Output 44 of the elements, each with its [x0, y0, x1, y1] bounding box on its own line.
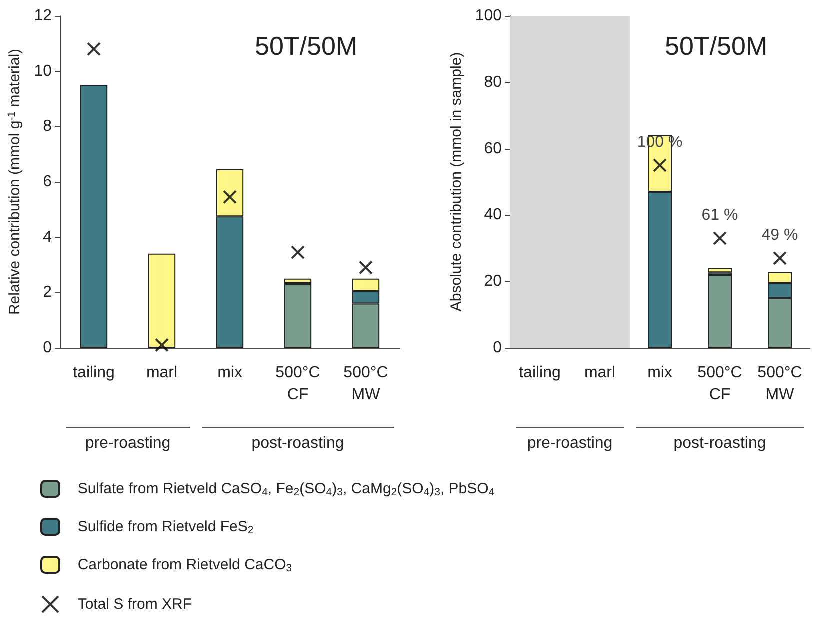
x-tick-label: 500°C MW [344, 364, 388, 404]
text: post-roasting [672, 435, 768, 453]
bar [80, 85, 108, 348]
x-tick-label: 500°C CF [276, 364, 320, 404]
text: pre-roasting [84, 435, 172, 453]
y-tick-label: 100 [475, 8, 502, 24]
point [713, 231, 727, 246]
y-tick-label: 8 [43, 118, 52, 136]
point [359, 260, 373, 275]
text: 50T/50M [665, 31, 768, 61]
x-tick-label: mix [218, 364, 242, 382]
y-tick-label: 20 [484, 273, 502, 290]
x-tick-label: marl [584, 364, 616, 382]
x-tick-label: 500°C CF [698, 364, 742, 404]
y-tick-label: 40 [484, 206, 502, 224]
annotation: 61 % [702, 206, 738, 224]
x-tick-label: mix [648, 364, 672, 382]
y-tick-label: 4 [43, 228, 52, 246]
point [773, 251, 787, 266]
bar [708, 274, 732, 348]
legend-label: Total S from XRF [78, 596, 192, 613]
point [155, 338, 169, 352]
y-axis-title: Relative contribution (mmol g-1 material) [6, 48, 24, 316]
x-tick-label: tailing [73, 364, 115, 382]
y-tick-label: 80 [484, 74, 502, 91]
text: pre-roasting [526, 435, 614, 453]
y-tick-label: 6 [43, 174, 52, 190]
y-tick-label: 0 [493, 340, 502, 356]
y-tick-label: 0 [43, 340, 52, 356]
x-tick-label: marl [146, 364, 178, 382]
y-tick-label: 10 [34, 62, 52, 80]
x-tick-label: 500°C MW [758, 364, 802, 404]
y-axis-title: Absolute contribution (mmol in sample) [448, 52, 465, 312]
point [291, 246, 305, 260]
y-tick-label: 60 [484, 140, 502, 158]
point [87, 42, 101, 56]
text: 50T/50M [255, 31, 358, 61]
annotation: 49 % [762, 226, 798, 244]
y-tick-label: 12 [34, 8, 52, 24]
bar [148, 254, 176, 348]
y-tick-label: 2 [43, 284, 52, 302]
x-tick-label: tailing [519, 364, 561, 382]
bar [708, 268, 732, 273]
text: post-roasting [250, 435, 346, 453]
